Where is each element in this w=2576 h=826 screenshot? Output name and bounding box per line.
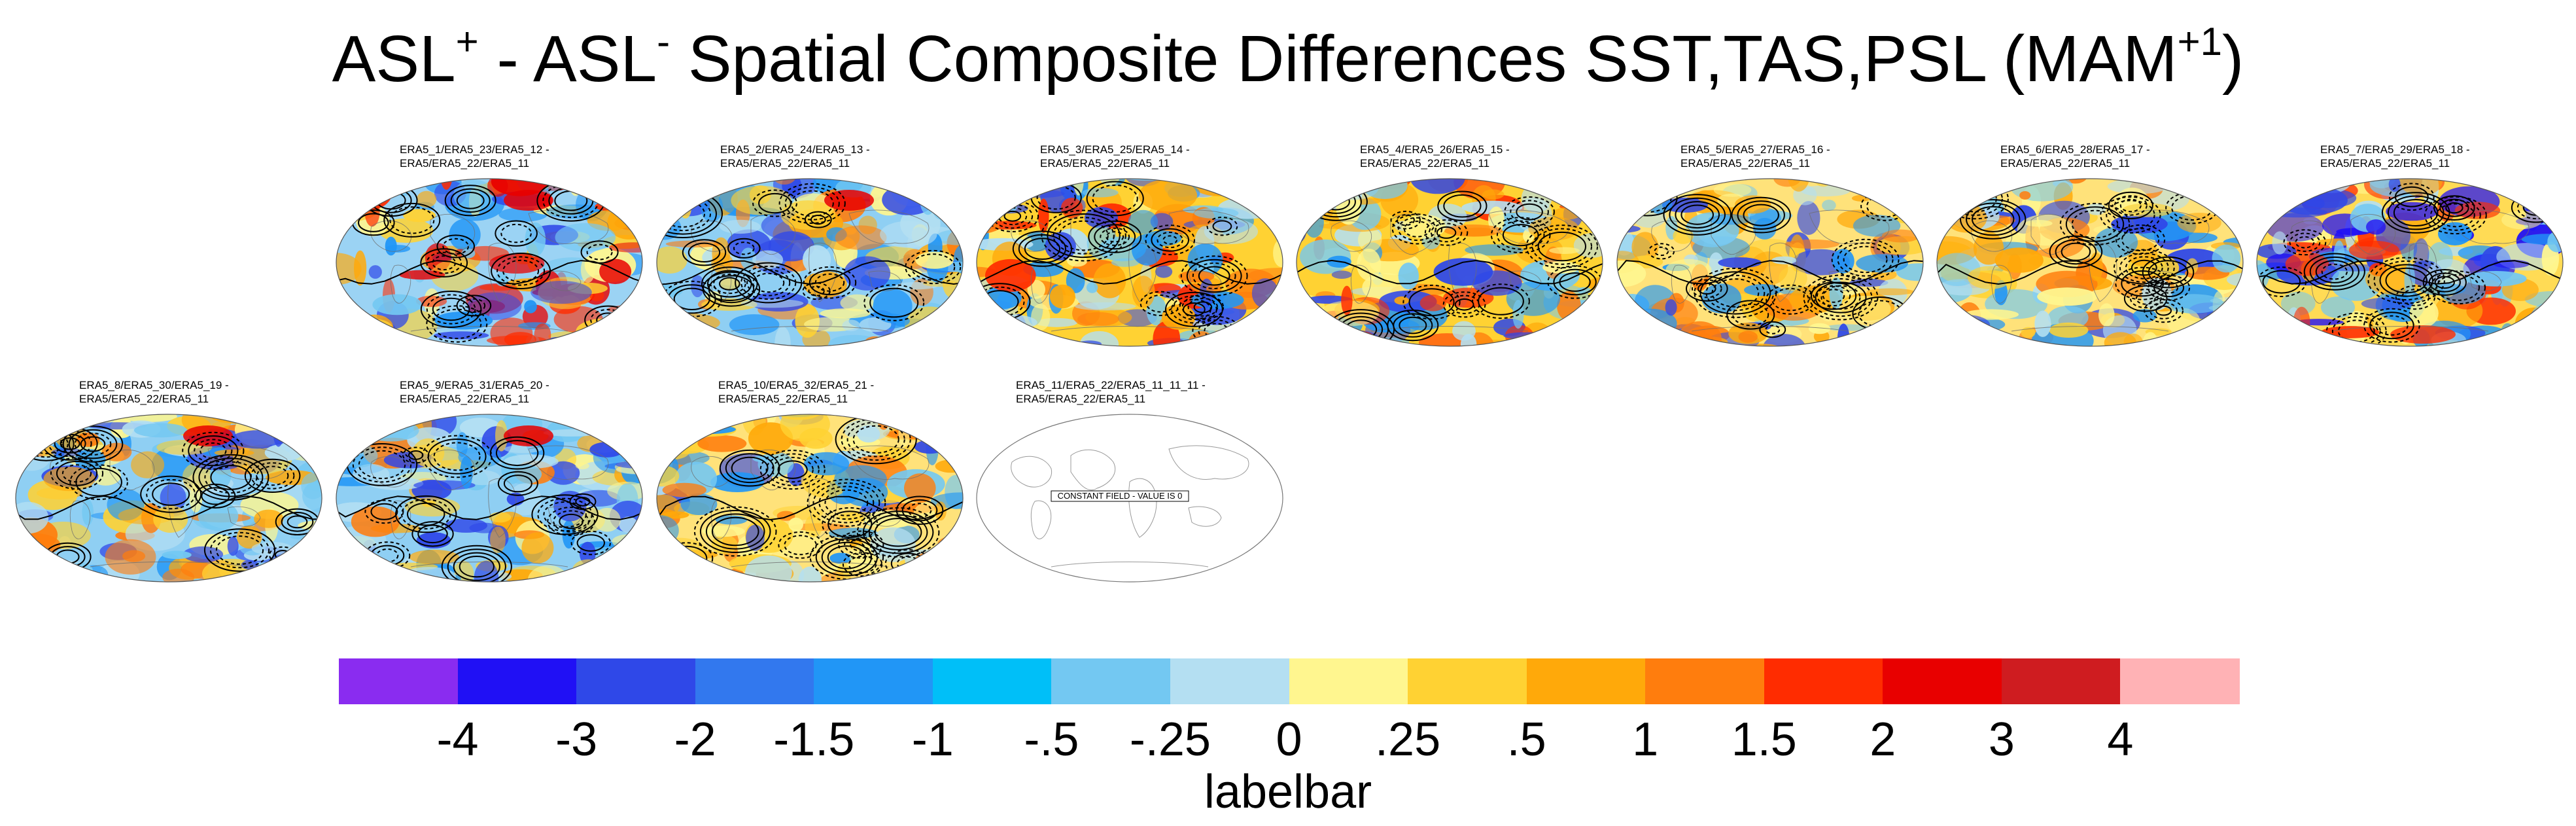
composite-map [2256,178,2564,347]
panel-title: ERA5_1/ERA5_23/ERA5_12 - ERA5/ERA5_22/ER… [400,143,549,170]
map-outline [1936,178,2244,347]
labelbar-swatch [1883,658,2002,704]
labelbar-swatch [1645,658,1765,704]
labelbar-swatch [1289,658,1409,704]
panel-title: ERA5_5/ERA5_27/ERA5_16 - ERA5/ERA5_22/ER… [1680,143,1830,170]
labelbar-tick-label: 1 [1632,713,1659,766]
labelbar-tick-label: -3 [555,713,598,766]
shaded-field [1617,179,1923,346]
map-outline [336,178,643,347]
panel-title: ERA5_3/ERA5_25/ERA5_14 - ERA5/ERA5_22/ER… [1040,143,1190,170]
labelbar-tick-label: 4 [2107,713,2134,766]
composite-map [1296,178,1603,347]
composite-map [1616,178,1924,347]
shaded-field [1937,179,2243,346]
labelbar-tick-label: 2 [1870,713,1896,766]
constant-field-map: CONSTANT FIELD - VALUE IS 0 [976,414,1283,583]
labelbar-swatch [2120,658,2240,704]
map-outline [1616,178,1924,347]
labelbar-tick-label: .25 [1375,713,1441,766]
labelbar-tick-label: -1.5 [773,713,855,766]
labelbar-swatch [576,658,696,704]
composite-map [336,178,643,347]
labelbar-tick-label: -2 [674,713,716,766]
map-outline [1296,178,1603,347]
shaded-field [16,414,322,582]
panel-title: ERA5_8/ERA5_30/ERA5_19 - ERA5/ERA5_22/ER… [79,379,229,405]
labelbar-swatch [1170,658,1290,704]
coastlines [1011,445,1249,567]
panel-title: ERA5_9/ERA5_31/ERA5_20 - ERA5/ERA5_22/ER… [400,379,549,405]
map-outline [656,414,964,583]
labelbar-tick-label: -.25 [1129,713,1211,766]
shaded-field [1297,179,1603,346]
shaded-field [657,179,963,346]
labelbar-swatch [1051,658,1171,704]
panel-title: ERA5_6/ERA5_28/ERA5_17 - ERA5/ERA5_22/ER… [2000,143,2150,170]
labelbar-tick-label: 3 [1988,713,2015,766]
labelbar-title: labelbar [1204,766,1372,818]
labelbar-swatch [932,658,1053,704]
map-outline [656,178,964,347]
composite-map [15,414,322,583]
labelbar-swatch [2001,658,2121,704]
map-outline [976,178,1283,347]
labelbar-swatch [1764,658,1884,704]
composite-map [656,178,964,347]
labelbar-tick-label: -1 [911,713,954,766]
figure-title: ASL+ - ASL- Spatial Composite Difference… [332,20,2244,96]
panel-title: ERA5_4/ERA5_26/ERA5_15 - ERA5/ERA5_22/ER… [1360,143,1510,170]
panel-title: ERA5_2/ERA5_24/ERA5_13 - ERA5/ERA5_22/ER… [720,143,870,170]
labelbar-tick-label: -4 [436,713,479,766]
panel-title: ERA5_11/ERA5_22/ERA5_11_11_11 - ERA5/ERA… [1016,379,1206,405]
panel-title: ERA5_10/ERA5_32/ERA5_21 - ERA5/ERA5_22/E… [718,379,875,405]
labelbar-swatch [695,658,815,704]
labelbar-swatch [1408,658,1527,704]
labelbar-swatch [457,658,578,704]
map-outline [2256,178,2564,347]
map-outline [15,414,322,583]
composite-map [656,414,964,583]
color-labelbar [339,658,2240,704]
panel-title: ERA5_7/ERA5_29/ERA5_18 - ERA5/ERA5_22/ER… [2320,143,2470,170]
constant-field-text: CONSTANT FIELD - VALUE IS 0 [1058,491,1183,501]
labelbar-swatch [339,658,459,704]
composite-map [976,178,1283,347]
labelbar-tick-label: 0 [1276,713,1302,766]
map-outline [336,414,643,583]
shaded-field [2257,179,2563,346]
constant-field-box [1051,490,1189,502]
composite-map [336,414,643,583]
labelbar-tick-label: 1.5 [1731,713,1797,766]
shaded-field [336,414,642,582]
composite-map [1936,178,2244,347]
labelbar-swatch [814,658,933,704]
shaded-field [336,179,642,346]
labelbar-tick-label: .5 [1506,713,1546,766]
labelbar-swatch [1526,658,1646,704]
shaded-field [657,414,963,582]
shaded-field [977,179,1283,346]
labelbar-tick-label: -.5 [1024,713,1079,766]
